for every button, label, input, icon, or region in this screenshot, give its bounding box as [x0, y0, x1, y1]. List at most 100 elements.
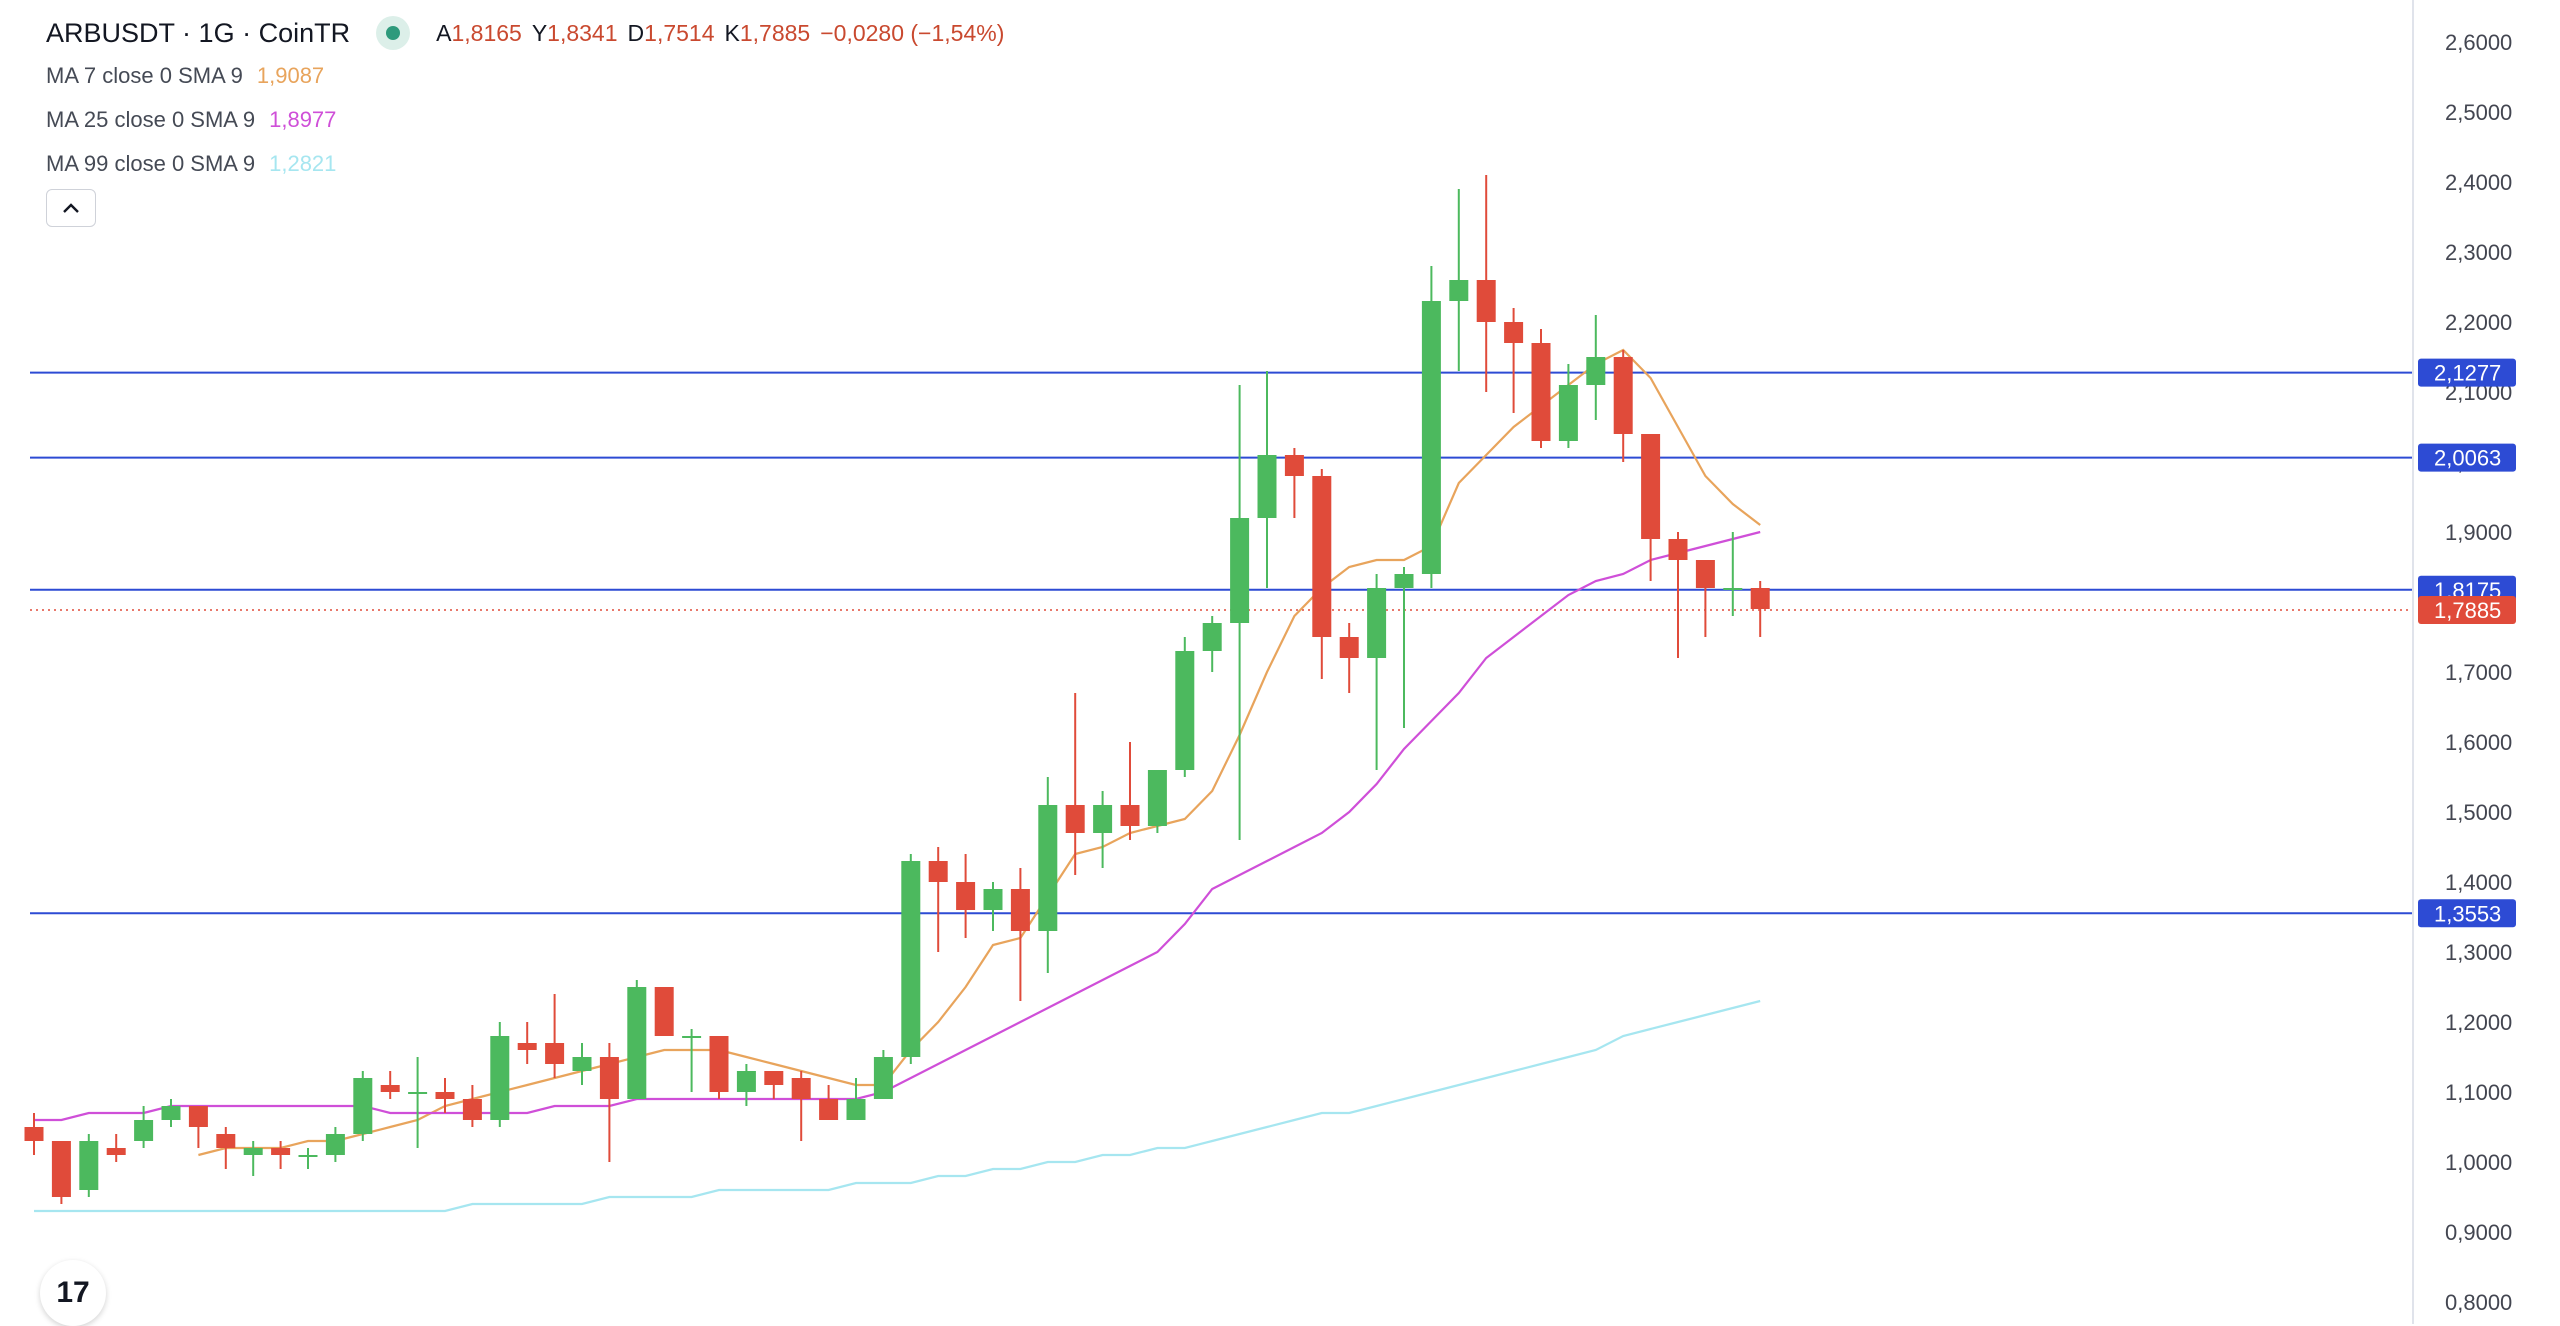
badge-background: [2418, 443, 2516, 472]
candle[interactable]: [709, 1036, 729, 1099]
candle[interactable]: [517, 1022, 537, 1064]
candle[interactable]: [956, 854, 976, 938]
candle[interactable]: [1586, 315, 1606, 420]
candle[interactable]: [1065, 693, 1085, 875]
indicator-ma99[interactable]: MA 99 close 0 SMA 9 1,2821: [46, 142, 1004, 186]
candle[interactable]: [1010, 868, 1030, 1001]
price-axis[interactable]: 2,60002,50002,40002,30002,20002,10002,00…: [2445, 30, 2512, 1315]
candle[interactable]: [435, 1078, 455, 1113]
candle[interactable]: [1339, 623, 1359, 693]
candle[interactable]: [1504, 308, 1524, 413]
candle[interactable]: [1284, 448, 1304, 518]
candle[interactable]: [682, 1029, 702, 1092]
candle-body: [1367, 588, 1387, 658]
tradingview-logo-icon[interactable]: 17: [40, 1260, 106, 1326]
candle[interactable]: [1613, 350, 1633, 462]
candle-body: [462, 1099, 482, 1120]
candle[interactable]: [627, 980, 647, 1099]
badge-label: 1,7885: [2434, 598, 2501, 623]
candle[interactable]: [216, 1127, 236, 1169]
candle[interactable]: [243, 1141, 263, 1176]
candle[interactable]: [1695, 560, 1715, 637]
price-tick-label: 0,8000: [2445, 1290, 2512, 1315]
horizontal-line-badge[interactable]: 2,0063: [2418, 443, 2516, 472]
candle[interactable]: [1531, 329, 1551, 448]
candle[interactable]: [24, 1113, 44, 1155]
candle[interactable]: [1312, 469, 1332, 679]
candle[interactable]: [134, 1106, 154, 1148]
candle[interactable]: [1723, 532, 1743, 616]
candle[interactable]: [901, 854, 921, 1064]
candle[interactable]: [1476, 175, 1496, 392]
candle[interactable]: [1093, 791, 1113, 868]
low-value: D1,7514: [627, 19, 715, 46]
candle[interactable]: [188, 1106, 208, 1148]
candle[interactable]: [654, 987, 674, 1036]
candle[interactable]: [1175, 637, 1195, 777]
candle[interactable]: [79, 1134, 99, 1197]
badge-background: [2418, 358, 2516, 387]
candle-body: [490, 1036, 510, 1120]
indicator-ma7[interactable]: MA 7 close 0 SMA 9 1,9087: [46, 54, 1004, 98]
candle[interactable]: [1668, 532, 1688, 658]
ma-line-ma99[interactable]: [34, 999, 1761, 1213]
candle[interactable]: [983, 882, 1003, 931]
badge-background: [2418, 899, 2516, 928]
candle[interactable]: [161, 1099, 181, 1127]
candle[interactable]: [764, 1071, 784, 1099]
indicator-ma25[interactable]: MA 25 close 0 SMA 9 1,8977: [46, 98, 1004, 142]
candle[interactable]: [736, 1064, 756, 1106]
candle-body: [325, 1134, 345, 1155]
candle[interactable]: [928, 847, 948, 952]
horizontal-line-badge[interactable]: 1,3553: [2418, 899, 2516, 928]
price-tick-label: 1,2000: [2445, 1010, 2512, 1035]
candle[interactable]: [271, 1141, 291, 1169]
candle[interactable]: [408, 1057, 428, 1148]
candle[interactable]: [572, 1043, 592, 1085]
candle[interactable]: [545, 994, 565, 1078]
candle[interactable]: [1038, 777, 1058, 973]
candle[interactable]: [51, 1141, 71, 1204]
candle[interactable]: [325, 1127, 345, 1162]
candle[interactable]: [1641, 434, 1661, 581]
candle[interactable]: [106, 1134, 126, 1162]
candle[interactable]: [462, 1085, 482, 1127]
candle-body: [819, 1099, 839, 1120]
ma-line-ma25[interactable]: [34, 530, 1761, 1122]
last-price-badge[interactable]: 1,7885: [2418, 596, 2516, 625]
candle-body: [599, 1057, 619, 1099]
candle[interactable]: [380, 1071, 400, 1099]
candle[interactable]: [298, 1148, 318, 1169]
candle-body: [1695, 560, 1715, 588]
ma-line-ma7[interactable]: [198, 348, 1761, 1157]
candle-body: [51, 1141, 71, 1197]
candle[interactable]: [791, 1071, 811, 1141]
candle[interactable]: [1750, 581, 1770, 637]
candle-body: [134, 1120, 154, 1141]
candle[interactable]: [1367, 574, 1387, 770]
candle[interactable]: [1394, 567, 1414, 728]
candle[interactable]: [1257, 371, 1277, 588]
candle[interactable]: [1230, 385, 1250, 840]
candle[interactable]: [1558, 364, 1578, 448]
horizontal-line-badge[interactable]: 2,1277: [2418, 358, 2516, 387]
candle-body: [1668, 539, 1688, 560]
candle[interactable]: [846, 1078, 866, 1120]
badge-label: 2,0063: [2434, 446, 2501, 471]
market-status-icon[interactable]: [376, 16, 411, 50]
candle-body: [298, 1155, 318, 1157]
candle[interactable]: [490, 1022, 510, 1127]
candle[interactable]: [1202, 616, 1222, 672]
candle[interactable]: [1120, 742, 1140, 840]
candle[interactable]: [1147, 770, 1167, 833]
collapse-legend-button[interactable]: [46, 189, 96, 227]
candle[interactable]: [1449, 189, 1469, 371]
candle-body: [791, 1078, 811, 1099]
symbol-title[interactable]: ARBUSDT · 1G · CoinTR: [46, 18, 350, 49]
candle[interactable]: [353, 1071, 373, 1141]
candle[interactable]: [1421, 266, 1441, 588]
candle[interactable]: [599, 1043, 619, 1162]
candle[interactable]: [819, 1085, 839, 1120]
candle[interactable]: [873, 1050, 893, 1099]
